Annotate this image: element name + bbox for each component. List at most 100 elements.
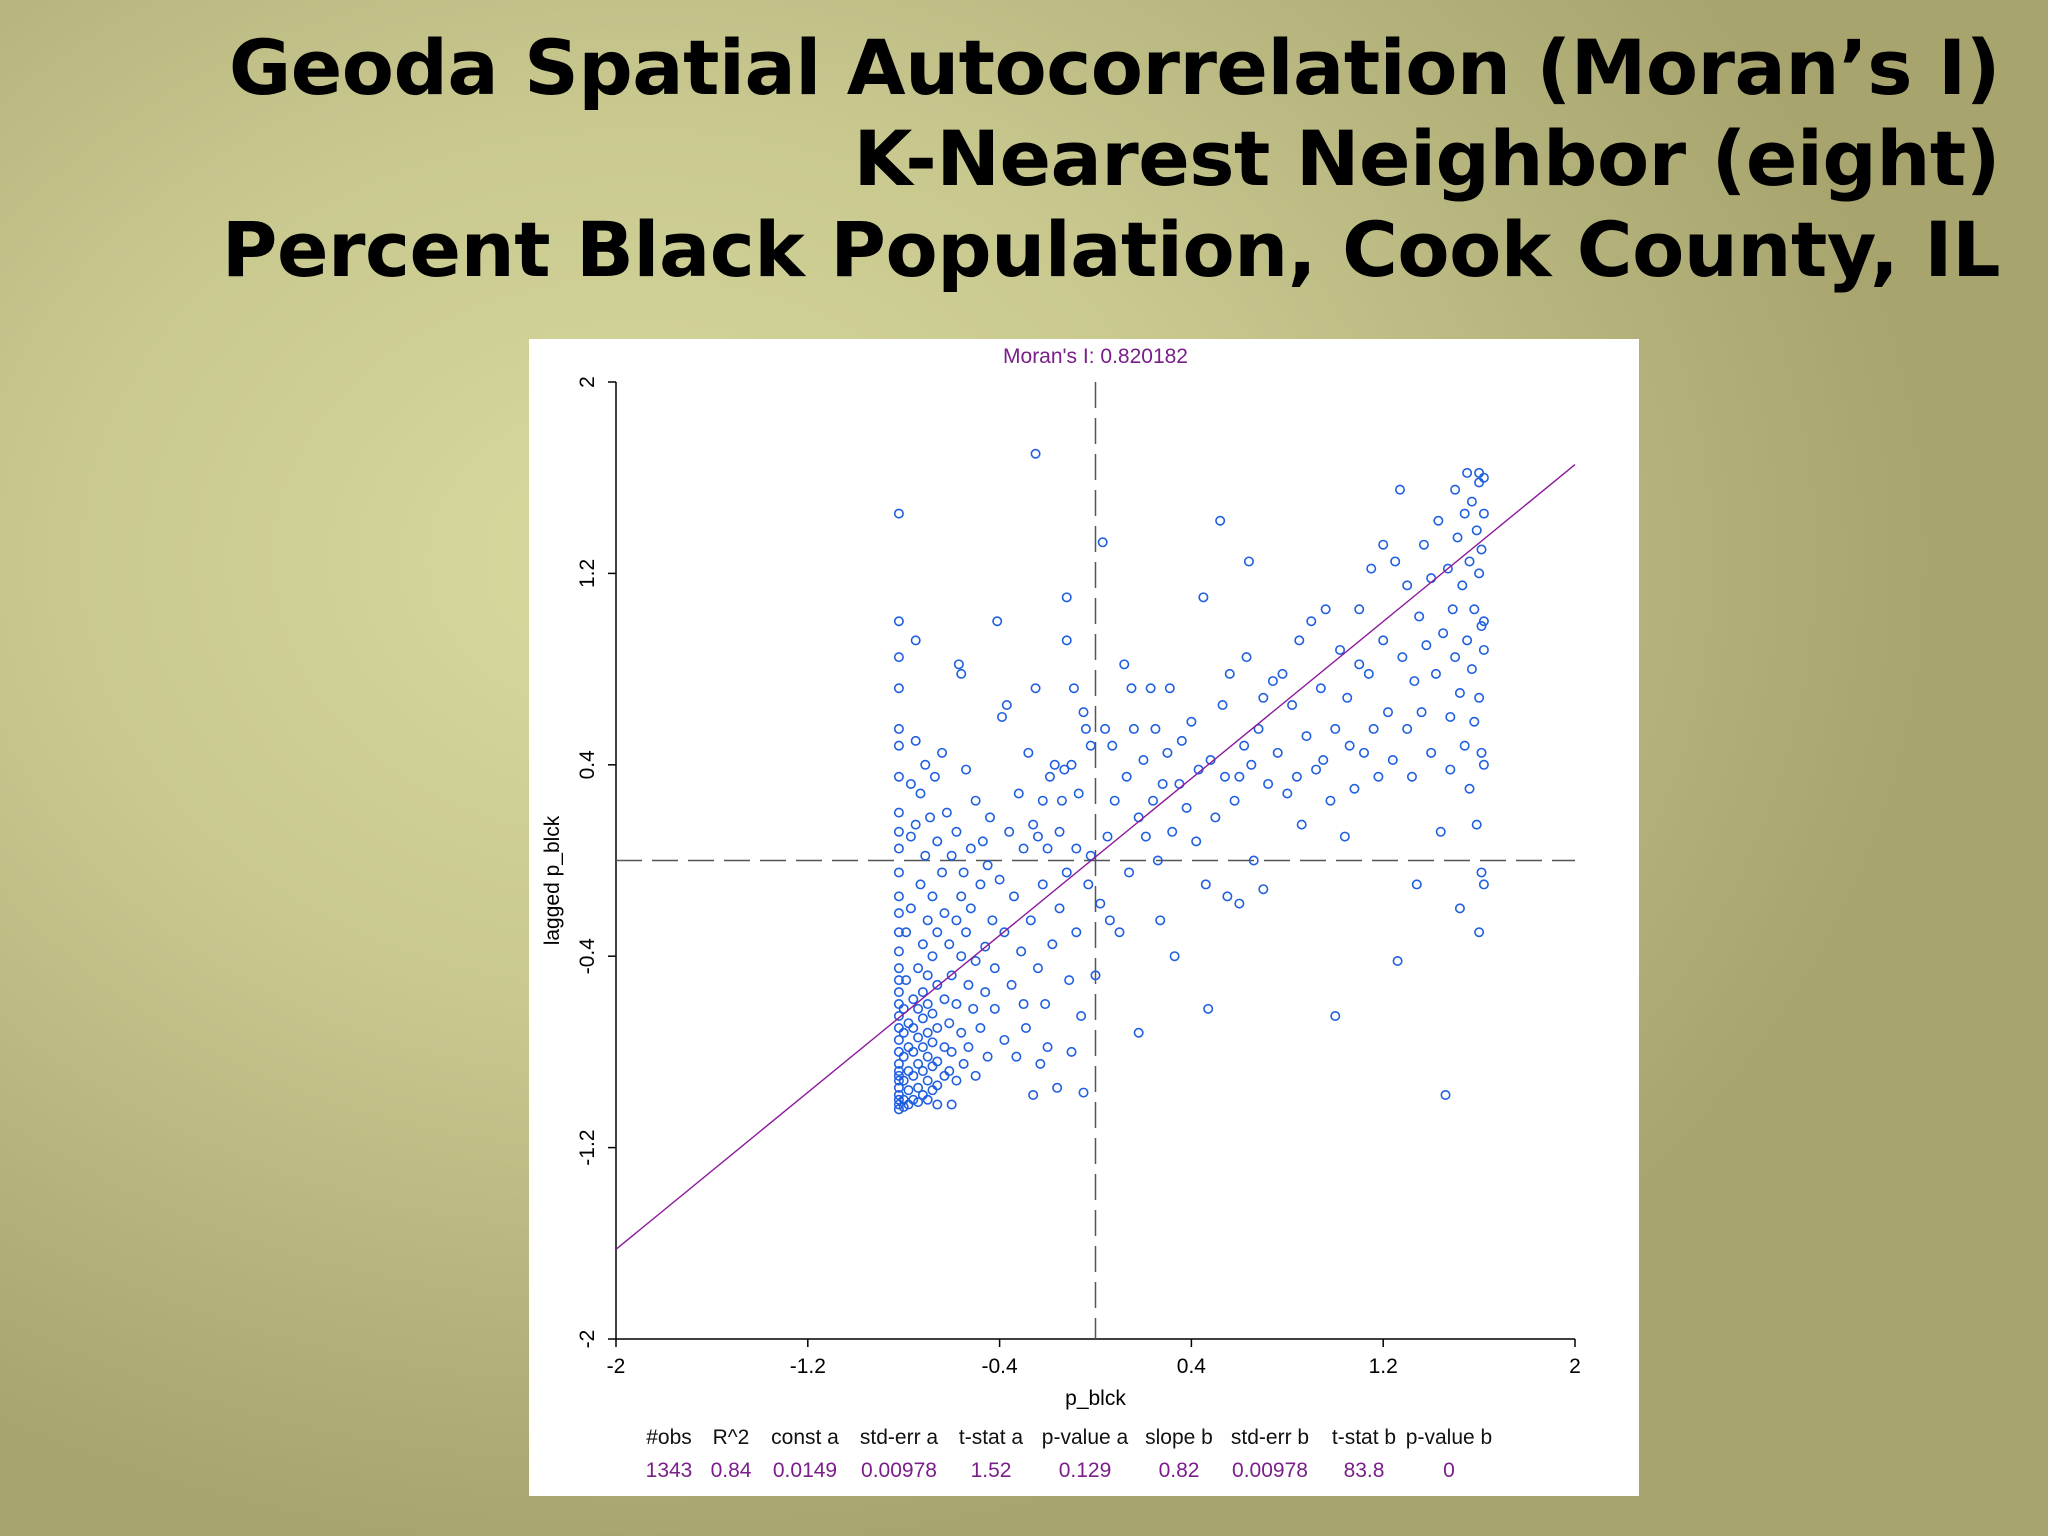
scatter-point [1222,891,1233,902]
scatter-point [970,795,981,806]
scatter-point [1258,884,1269,895]
scatter-point [893,975,904,986]
scatter-point [1090,970,1101,981]
scatter-point [1390,556,1401,567]
scatter-point [1052,1082,1063,1093]
scatter-point [1464,783,1475,794]
scatter-point [917,1013,928,1024]
scatter-point [893,1011,904,1022]
scatter-point [905,778,916,789]
scatter-point [927,1085,938,1096]
scatter-point [980,987,991,998]
scatter-point [898,1051,909,1062]
scatter-point [946,970,957,981]
scatter-point [927,1061,938,1072]
scatter-point [1037,879,1048,890]
scatter-point [965,843,976,854]
scatter-point [1152,855,1163,866]
scatter-point [893,1082,904,1093]
scatter-point [1454,903,1465,914]
scatter-point [1140,831,1151,842]
scatter-point [1025,915,1036,926]
scatter-point [1394,484,1405,495]
scatter-point [1406,771,1417,782]
scatter-point [920,850,931,861]
scatter-point [1442,563,1453,574]
stats-header: R^2 [713,1426,750,1449]
y-tick-label: -0.4 [576,938,599,975]
scatter-point [1248,855,1259,866]
scatter-point [925,812,936,823]
stats-value: 0 [1443,1459,1455,1482]
scatter-point [1011,1051,1022,1062]
scatter-point [1061,867,1072,878]
stats-header: #obs [646,1426,692,1449]
scatter-point [937,747,948,758]
scatter-point [1224,668,1235,679]
moran-scatter-panel: Moran's I: 0.820182 -2 -1.2 -0.4 0.4 1.2 2 -2 -1… [529,339,1639,1496]
scatter-point [908,994,919,1005]
scatter-point [910,819,921,830]
scatter-point [1339,831,1350,842]
scatter-point [1164,683,1175,694]
stats-header: std-err a [860,1426,939,1449]
scatter-point [922,970,933,981]
y-tick-label: -2 [576,1330,599,1349]
scatter-point [1454,688,1465,699]
scatter-point [1318,755,1329,766]
scatter-point [1368,723,1379,734]
scatter-point [951,999,962,1010]
scatter-point [1478,508,1489,519]
scatter-point [927,891,938,902]
scatter-point [977,836,988,847]
scatter-point [1438,628,1449,639]
scatter-point [893,1075,904,1086]
scatter-point [1402,723,1413,734]
scatter-point [1272,747,1283,758]
regression-line [615,464,1576,1250]
scatter-point [1018,843,1029,854]
scatter-point [1040,999,1051,1010]
scatter-point [917,1089,928,1100]
scatter-point [992,616,1003,627]
scatter-point [898,1027,909,1038]
scatter-point [1124,867,1135,878]
scatter-point [963,1042,974,1053]
scatter-point [908,1070,919,1081]
scatter-point [1474,467,1485,478]
scatter-point [927,1037,938,1048]
scatter-point [1344,740,1355,751]
scatter-point [1476,544,1487,555]
y-tick-label: 2 [576,376,599,388]
scatter-point [1191,836,1202,847]
slide-title: Geoda Spatial Autocorrelation (Moran’s I… [222,22,2001,295]
scatter-point [1016,946,1027,957]
scatter-point [1064,975,1075,986]
scatter-point [999,927,1010,938]
scatter-point [898,1075,909,1086]
scatter-point [1174,778,1185,789]
scatter-point [1349,783,1360,794]
y-axis-label: lagged p_blck [541,815,564,945]
x-tick-label: -1.2 [790,1355,826,1378]
scatter-point [994,874,1005,885]
scatter-point [1459,740,1470,751]
scatter-point [1478,472,1489,483]
scatter-point [1474,692,1485,703]
scatter-point [968,1003,979,1014]
scatter-point [951,915,962,926]
scatter-point [1474,568,1485,579]
scatter-point [985,812,996,823]
scatter-point [1061,635,1072,646]
scatter-point [893,826,904,837]
scatter-point [1217,699,1228,710]
scatter-point [1167,826,1178,837]
scatter-point [929,771,940,782]
scatter-point [903,1085,914,1096]
scatter-point [1150,723,1161,734]
scatter-point [903,1042,914,1053]
scatter-point [1246,759,1257,770]
scatter-point [905,903,916,914]
scatter-point [1421,640,1432,651]
scatter-point [917,987,928,998]
